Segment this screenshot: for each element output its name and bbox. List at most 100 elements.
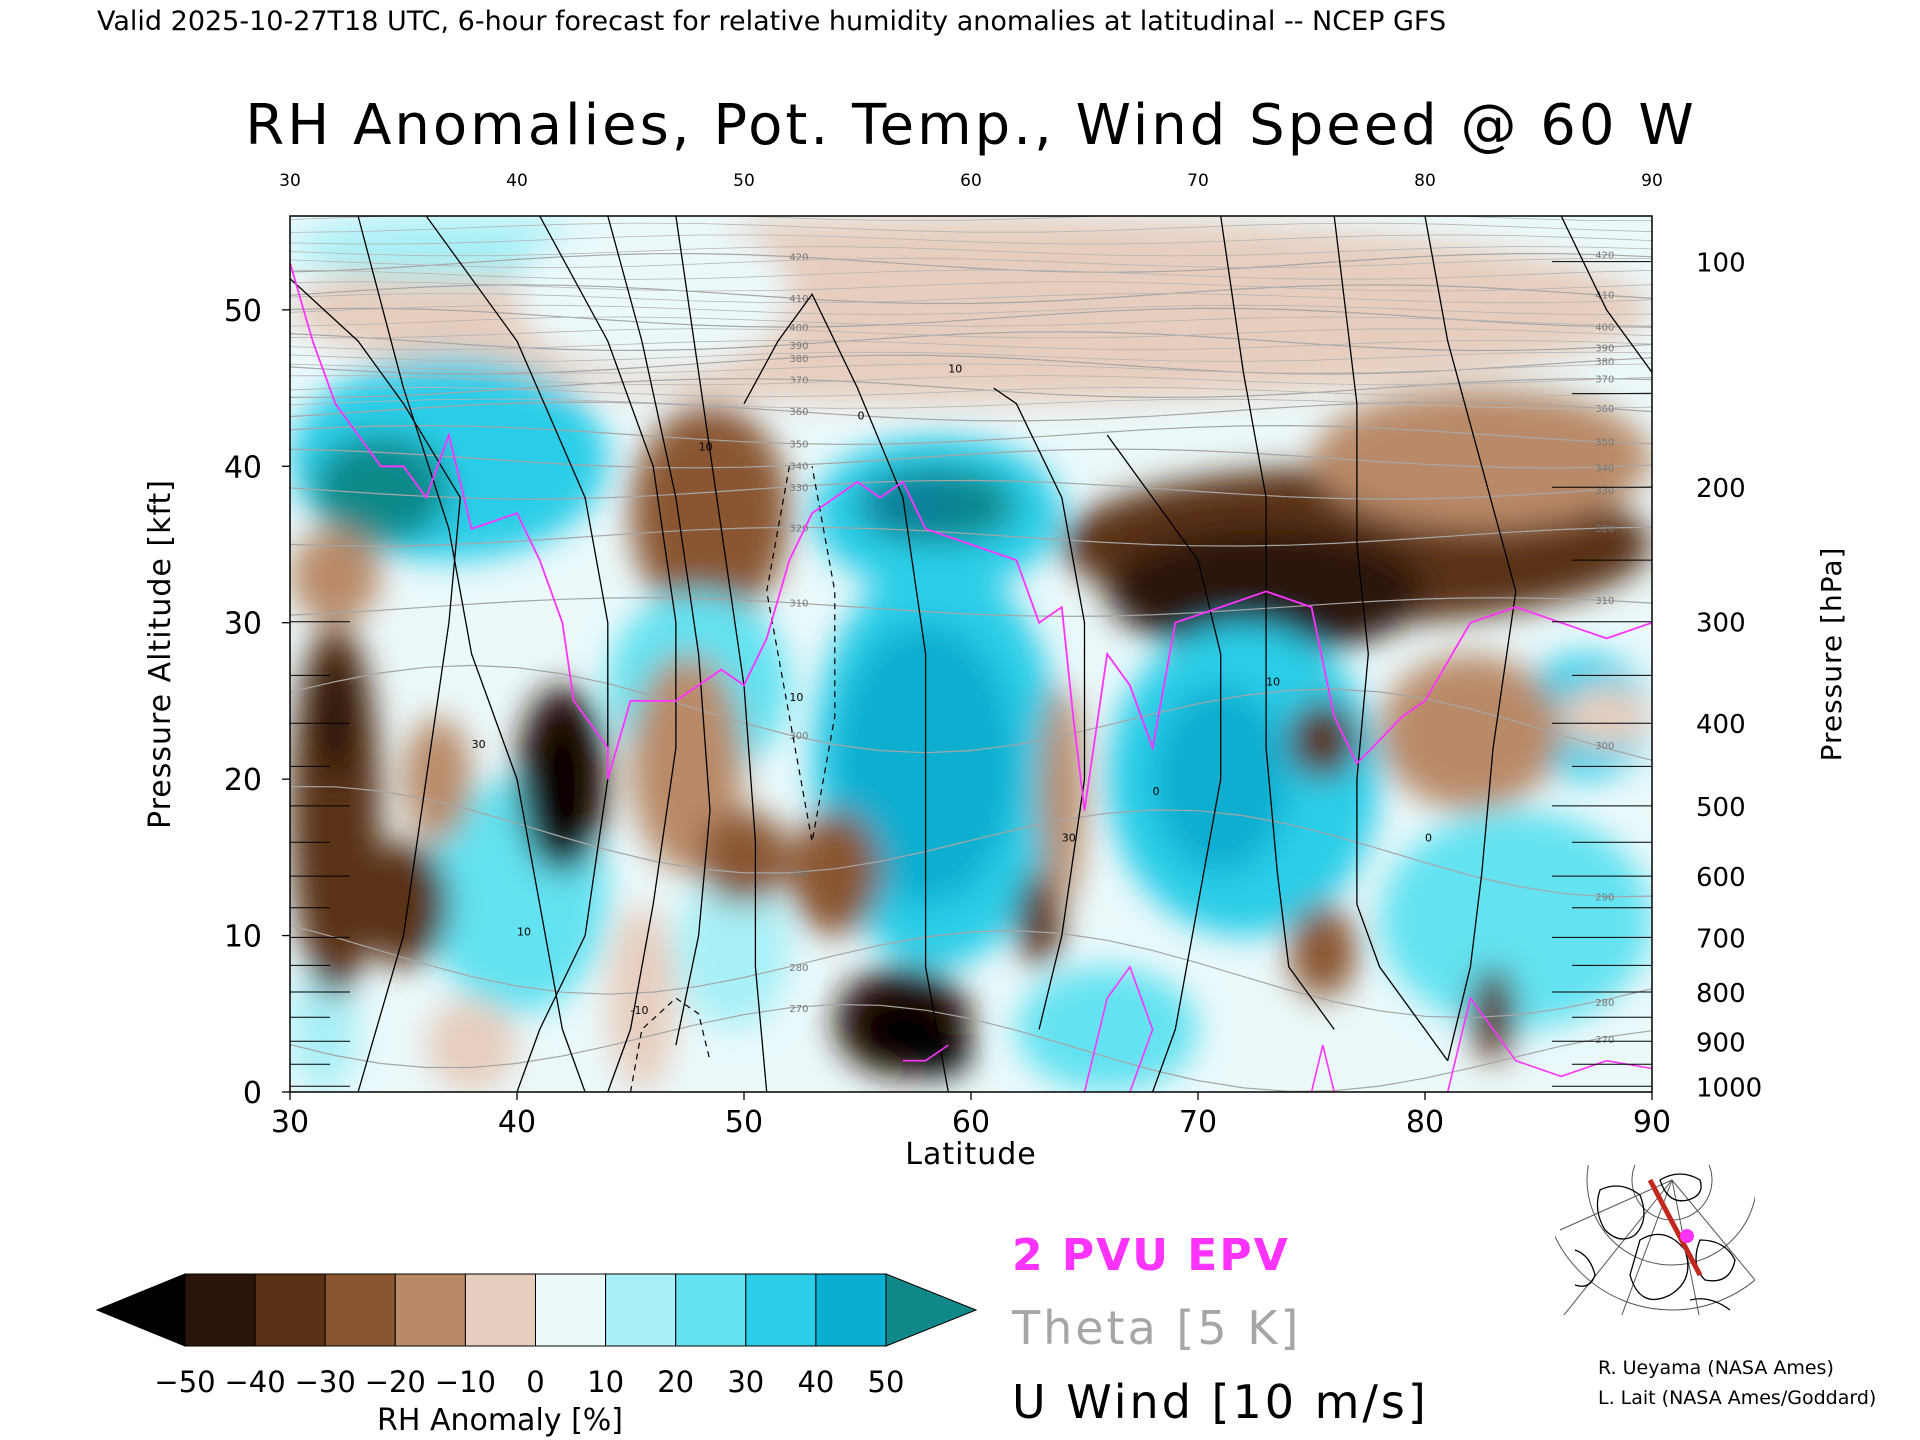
credit-line-2: L. Lait (NASA Ames/Goddard) — [1598, 1387, 1876, 1409]
pressure-tick-label: 600 — [1696, 863, 1746, 893]
colorbar-tick-label: −50 — [154, 1365, 215, 1399]
theta-contour-line — [290, 281, 1652, 292]
theta-contour-line — [290, 786, 1652, 898]
wind-contour-line — [607, 216, 711, 1046]
pressure-tick-lines — [290, 261, 1652, 1087]
theta-contours: 420 420 410 410 400 400 390 390 380 380 370 370 360 3… — [290, 216, 1652, 1092]
theta-contour-line — [290, 924, 1652, 1019]
x-top-tick-label: 80 — [1414, 171, 1436, 191]
x-top-tick-label: 70 — [1187, 171, 1209, 191]
colorbar-segment — [815, 1273, 887, 1347]
theta-contour-label: 310 — [1595, 596, 1614, 607]
y-axis-label-right: Pressure [hPa] — [1815, 547, 1848, 762]
y-tick-label: 0 — [243, 1076, 262, 1111]
theta-contour-label: 270 — [789, 1004, 808, 1015]
rh-anomaly-patch — [1039, 685, 1085, 905]
theta-contour-line — [290, 328, 1652, 339]
epv-contour-line — [290, 262, 1652, 811]
theta-contour-line — [290, 448, 1652, 469]
rh-anomaly-patch — [1288, 904, 1357, 999]
wind-contour-line — [357, 216, 586, 1092]
theta-contour-line — [290, 479, 1652, 500]
rh-anomaly-patch — [1561, 685, 1652, 748]
theta-contour-label: 370 — [789, 375, 808, 386]
rh-anomaly-patch — [789, 810, 881, 936]
colorbar-tick-label: −10 — [435, 1365, 496, 1399]
rh-anomaly-patch — [630, 654, 744, 873]
theta-contour-label: 350 — [1595, 437, 1614, 448]
wind-contour-line — [1333, 216, 1449, 1062]
legend-epv: 2 PVU EPV — [1012, 1230, 1290, 1281]
theta-contour-line — [290, 222, 1652, 233]
x-tick-label: 30 — [271, 1105, 309, 1140]
theta-contour-label: 410 — [1595, 291, 1614, 302]
theta-contour-label: 320 — [789, 523, 808, 534]
wind-contour-line — [1424, 216, 1517, 1061]
colorbar-tick-label: −20 — [365, 1365, 426, 1399]
theta-contour-line — [290, 1003, 1652, 1092]
theta-contour-line — [290, 401, 1652, 422]
pressure-tick-label: 800 — [1696, 979, 1746, 1009]
theta-contour-label: 280 — [1595, 998, 1614, 1009]
y-tick-label: 40 — [224, 450, 262, 485]
theta-contour-label: 390 — [1595, 344, 1614, 355]
colorbar-segment — [464, 1273, 536, 1347]
rh-anomaly-patch — [1379, 810, 1652, 1030]
colorbar-tick-label: −40 — [224, 1365, 285, 1399]
colorbar-segment — [745, 1273, 817, 1347]
theta-contour-label: 290 — [789, 869, 808, 880]
rh-anomaly-patch — [312, 435, 449, 545]
theta-contour-line — [290, 252, 1652, 273]
wind-contour-label: 0 — [1153, 785, 1160, 798]
x-tick-label: 90 — [1633, 1105, 1671, 1140]
theta-contour-label: 380 — [789, 354, 808, 365]
wind-contour-label: 10 — [789, 691, 803, 704]
theta-contour-label: 340 — [789, 462, 808, 473]
wind-contour-label: 10 — [699, 441, 713, 454]
x-top-tick-label: 30 — [279, 171, 301, 191]
rh-anomaly-patch — [1311, 388, 1652, 529]
theta-contour-label: 300 — [789, 731, 808, 742]
theta-contour-label: 320 — [1595, 524, 1614, 535]
wind-contour-label: 10 — [1266, 675, 1280, 688]
theta-contour-label: 400 — [1595, 322, 1614, 333]
theta-contour-label: 340 — [1595, 463, 1614, 474]
epv-contour-line — [902, 1044, 949, 1062]
colorbar-tick-label: 50 — [868, 1365, 905, 1399]
wind-contour-label: -10 — [631, 1004, 649, 1017]
wind-contour-line — [743, 292, 949, 1092]
theta-contour-label: 410 — [789, 294, 808, 305]
x-tick-label: 60 — [952, 1105, 990, 1140]
colorbar-tick-label: 10 — [587, 1365, 624, 1399]
rh-anomaly-patch — [517, 216, 790, 373]
epv-contour-line — [1310, 1044, 1335, 1092]
rh-anomaly-patch — [1288, 700, 1357, 780]
colorbar-segment — [254, 1273, 326, 1347]
rh-anomaly-patch — [539, 716, 586, 858]
x-tick-label: 80 — [1406, 1105, 1444, 1140]
pressure-tick-label: 200 — [1696, 474, 1746, 504]
x-tick-label: 70 — [1179, 1105, 1217, 1140]
rh-anomaly-patch — [290, 966, 359, 1092]
colorbar-tick-label: 30 — [727, 1365, 764, 1399]
x-top-tick-label: 60 — [960, 171, 982, 191]
pressure-tick-label: 300 — [1696, 609, 1746, 639]
x-tick-label: 40 — [498, 1105, 536, 1140]
theta-contour-line — [290, 526, 1652, 547]
theta-contour-label: 420 — [789, 252, 808, 263]
rh-anomaly-patch — [675, 873, 790, 1030]
map-location-marker — [1680, 1229, 1694, 1243]
rh-anomaly-patch — [1016, 873, 1062, 967]
theta-contour-label: 400 — [789, 323, 808, 334]
legend-wind: U Wind [10 m/s] — [1012, 1375, 1429, 1429]
theta-contour-line — [290, 378, 1652, 399]
theta-contour-label: 310 — [789, 599, 808, 610]
theta-contour-label: 270 — [1595, 1035, 1614, 1046]
theta-contour-label: 390 — [789, 341, 808, 352]
colorbar: −50 −40 −30 −20 −10 0 10 20 30 40 50 — [95, 1273, 978, 1399]
pressure-tick-label: 1000 — [1696, 1073, 1762, 1103]
y-tick-label: 50 — [224, 294, 262, 329]
locator-map — [1555, 1165, 1755, 1315]
